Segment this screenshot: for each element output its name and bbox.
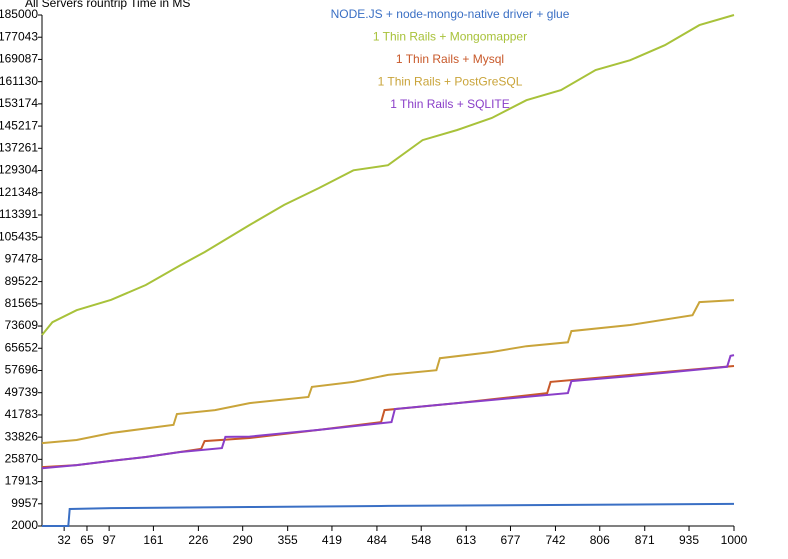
legend-entry: NODE.JS + node-mongo-native driver + glu… — [331, 7, 570, 21]
y-tick-label: 57696 — [5, 363, 39, 377]
y-tick-label: 121348 — [0, 185, 38, 199]
x-tick-label: 677 — [500, 533, 520, 547]
series-line — [41, 354, 735, 470]
y-tick-label: 33826 — [5, 429, 39, 443]
legend-entry: 1 Thin Rails + PostGreSQL — [378, 75, 523, 89]
y-tick-label: 2000 — [11, 518, 38, 532]
x-tick-label: 65 — [80, 533, 94, 547]
legend-entry: 1 Thin Rails + Mongomapper — [373, 30, 527, 44]
y-tick-label: 49739 — [5, 385, 39, 399]
y-tick-label: 177043 — [0, 29, 38, 43]
x-tick-label: 613 — [456, 533, 476, 547]
x-tick-label: 871 — [635, 533, 655, 547]
x-tick-label: 97 — [102, 533, 116, 547]
y-tick-label: 153174 — [0, 96, 38, 110]
series-line — [41, 365, 735, 469]
y-tick-label: 185000 — [0, 7, 38, 21]
y-tick-label: 17913 — [5, 474, 39, 488]
x-tick-label: 32 — [57, 533, 71, 547]
y-tick-label: 65652 — [5, 340, 39, 354]
y-tick-label: 145217 — [0, 118, 38, 132]
x-tick-label: 548 — [411, 533, 431, 547]
legend-entry: 1 Thin Rails + SQLITE — [390, 97, 510, 111]
y-tick-label: 97478 — [5, 252, 39, 266]
x-tick-label: 484 — [367, 533, 387, 547]
x-tick-label: 161 — [143, 533, 163, 547]
x-tick-label: 935 — [679, 533, 699, 547]
y-tick-label: 161130 — [0, 74, 38, 88]
y-tick-label: 105435 — [0, 229, 38, 243]
y-tick-label: 73609 — [5, 318, 39, 332]
y-tick-label: 25870 — [5, 452, 39, 466]
y-tick-label: 129304 — [0, 163, 38, 177]
y-tick-label: 89522 — [5, 274, 39, 288]
x-tick-label: 419 — [322, 533, 342, 547]
series-line — [41, 14, 735, 336]
series-line — [41, 299, 735, 445]
x-tick-label: 290 — [233, 533, 253, 547]
y-tick-label: 137261 — [0, 140, 38, 154]
y-tick-label: 41783 — [5, 407, 39, 421]
y-tick-label: 9957 — [11, 496, 38, 510]
x-tick-label: 806 — [590, 533, 610, 547]
chart-title: All Servers rountrip Time in MS — [25, 0, 190, 10]
y-tick-label: 113391 — [0, 207, 38, 221]
x-tick-label: 355 — [278, 533, 298, 547]
x-tick-label: 226 — [188, 533, 208, 547]
x-tick-label: 742 — [545, 533, 565, 547]
legend-entry: 1 Thin Rails + Mysql — [396, 52, 504, 66]
x-tick-label: 1000 — [721, 533, 748, 547]
series-line — [42, 502, 735, 527]
y-tick-label: 81565 — [5, 296, 39, 310]
y-tick-label: 169087 — [0, 52, 38, 66]
